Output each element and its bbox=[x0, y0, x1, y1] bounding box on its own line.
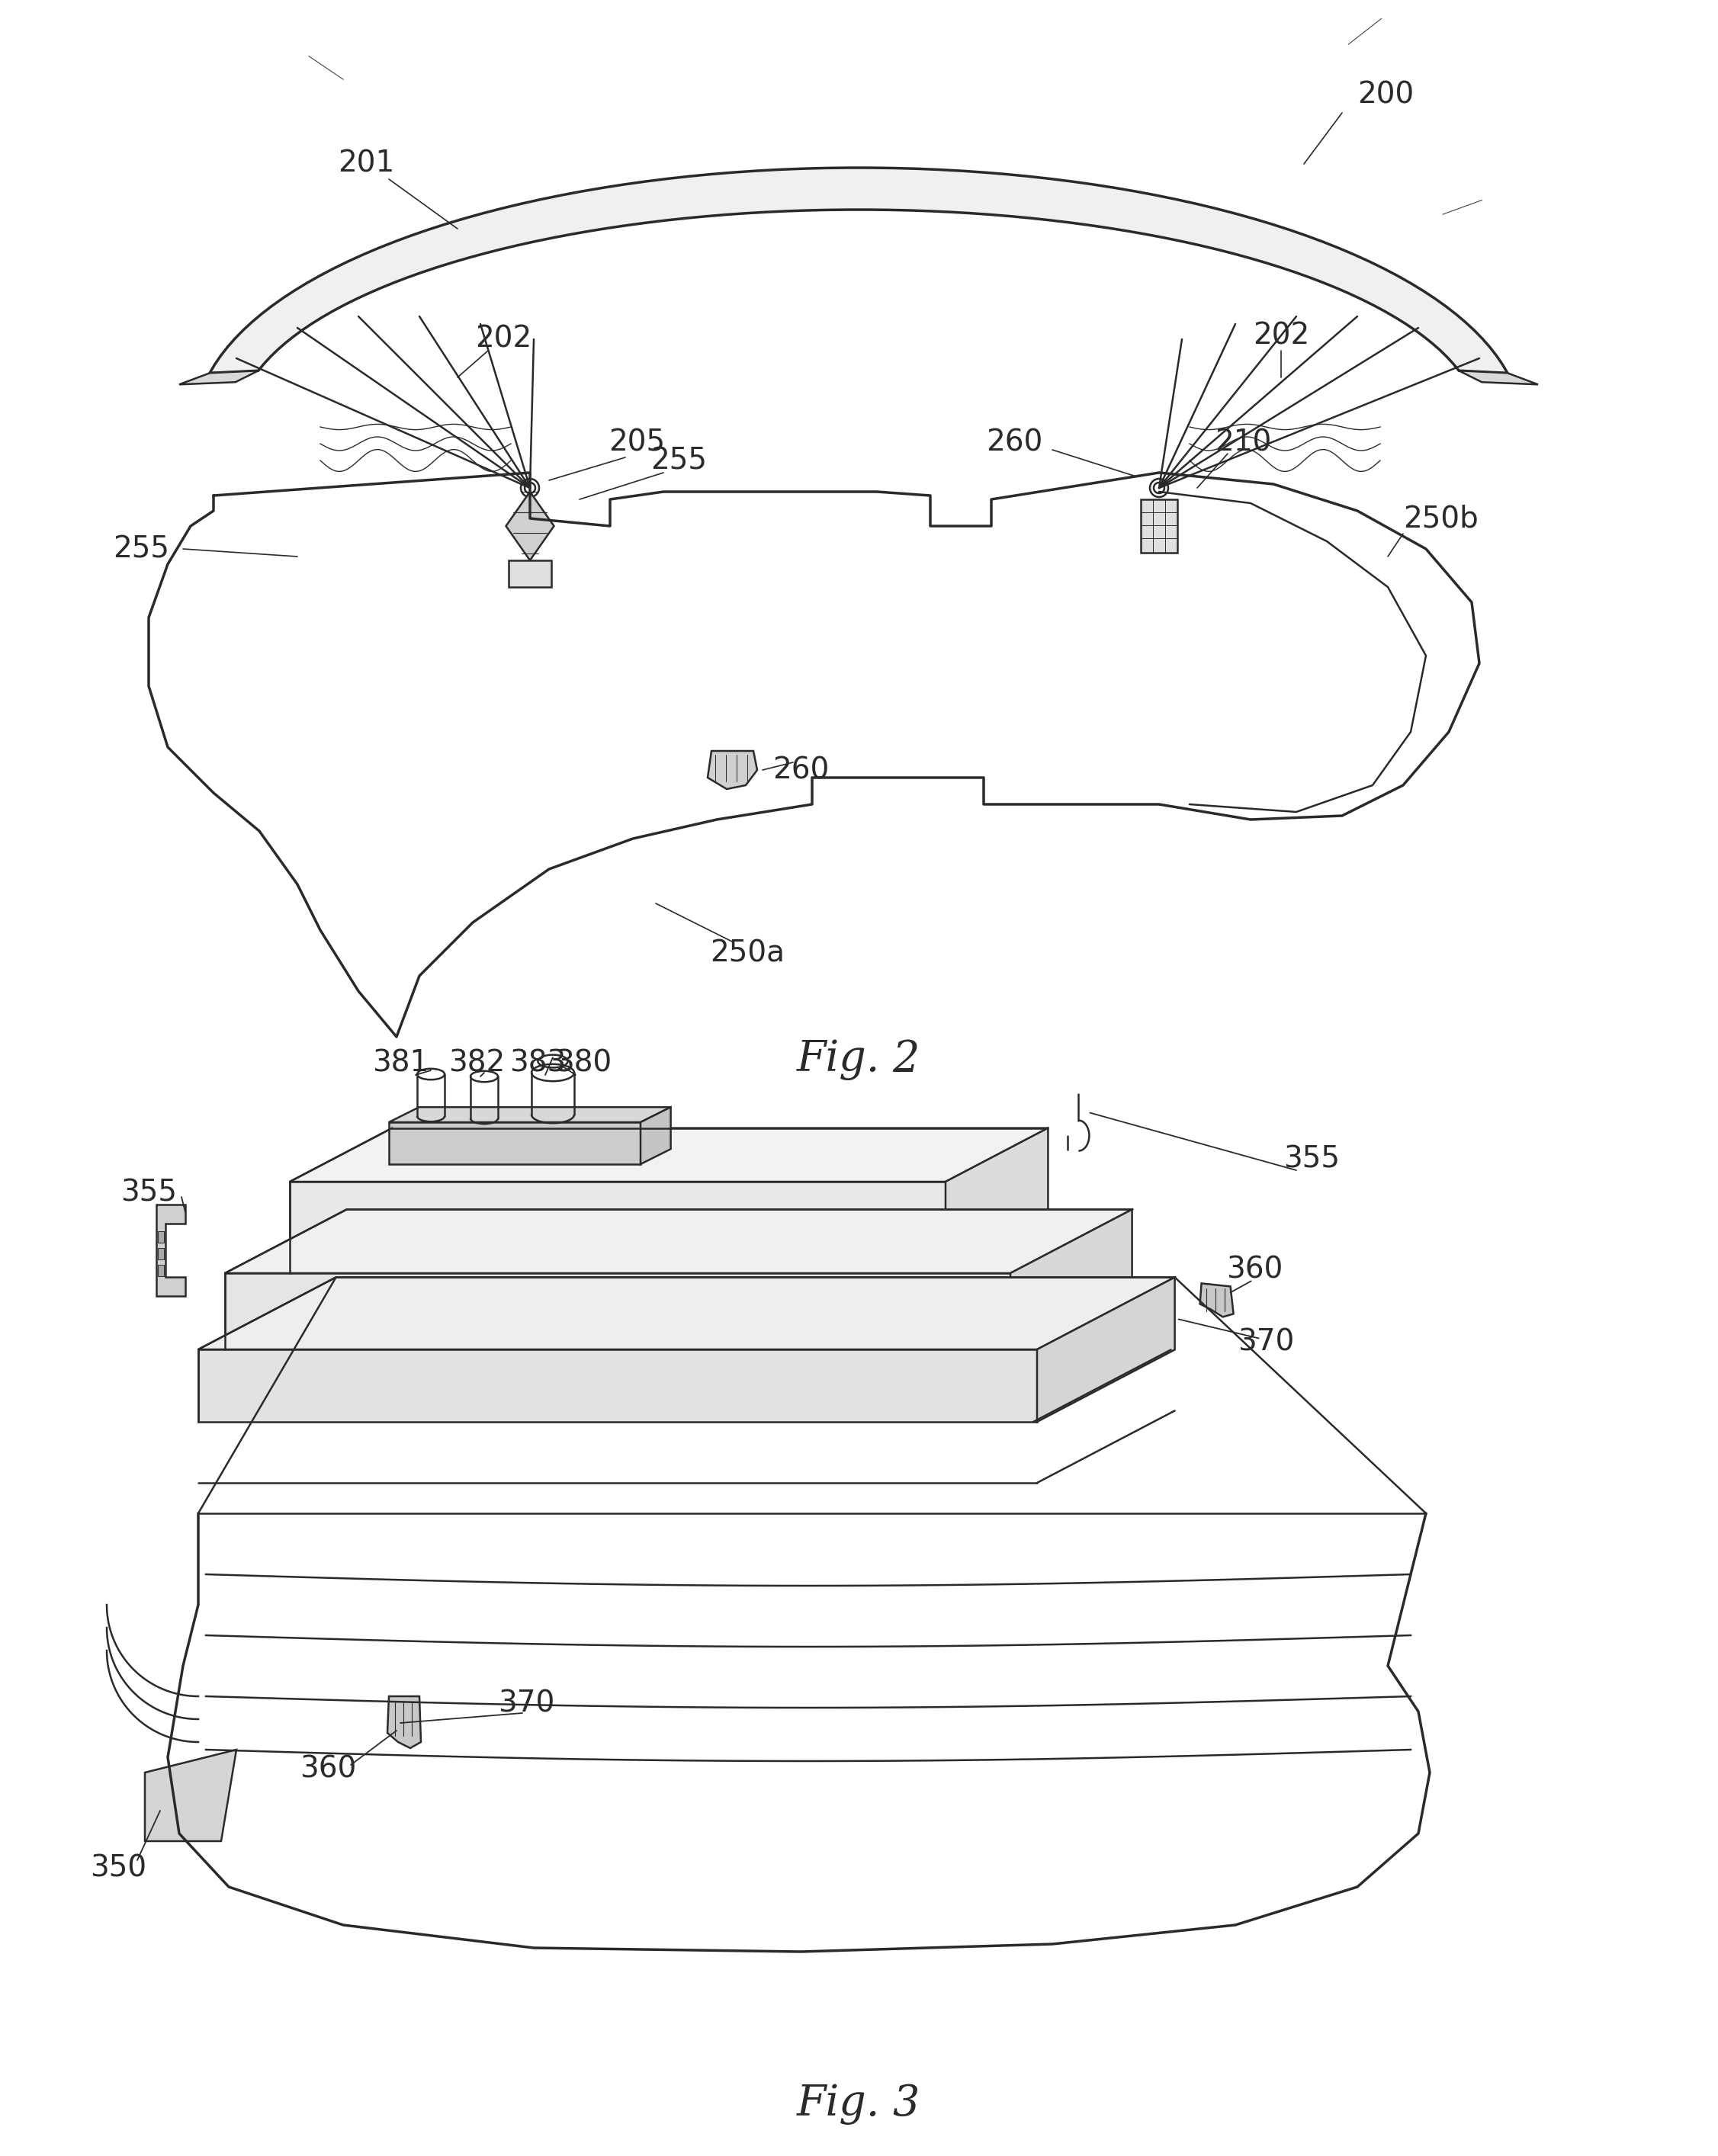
Polygon shape bbox=[388, 1108, 670, 1123]
Text: 355: 355 bbox=[1283, 1145, 1340, 1173]
Text: 360: 360 bbox=[1227, 1255, 1283, 1285]
Polygon shape bbox=[388, 1123, 641, 1164]
Text: 255: 255 bbox=[651, 446, 706, 476]
Text: 250b: 250b bbox=[1404, 505, 1479, 533]
Polygon shape bbox=[1010, 1210, 1132, 1350]
Polygon shape bbox=[225, 1274, 1010, 1350]
Text: 250a: 250a bbox=[710, 938, 785, 968]
Polygon shape bbox=[509, 561, 551, 586]
Polygon shape bbox=[179, 371, 258, 384]
Polygon shape bbox=[641, 1108, 670, 1164]
Text: 255: 255 bbox=[113, 535, 170, 563]
Text: 260: 260 bbox=[986, 427, 1043, 457]
Text: 382: 382 bbox=[448, 1050, 505, 1078]
Text: 202: 202 bbox=[474, 326, 531, 354]
Polygon shape bbox=[387, 1697, 421, 1749]
Text: 370: 370 bbox=[1239, 1328, 1295, 1356]
Text: 201: 201 bbox=[338, 149, 395, 179]
Polygon shape bbox=[210, 168, 1507, 373]
Polygon shape bbox=[156, 1205, 186, 1296]
Polygon shape bbox=[1199, 1283, 1234, 1317]
Polygon shape bbox=[158, 1231, 163, 1242]
Text: 202: 202 bbox=[1252, 321, 1309, 349]
Polygon shape bbox=[144, 1751, 237, 1841]
Text: 210: 210 bbox=[1215, 427, 1271, 457]
Polygon shape bbox=[1038, 1276, 1175, 1421]
Text: 381: 381 bbox=[373, 1050, 430, 1078]
Polygon shape bbox=[505, 492, 553, 561]
Text: 205: 205 bbox=[608, 427, 665, 457]
Polygon shape bbox=[158, 1266, 163, 1276]
Polygon shape bbox=[290, 1128, 1048, 1181]
Polygon shape bbox=[1141, 500, 1177, 552]
Text: 260: 260 bbox=[773, 755, 830, 785]
Text: 355: 355 bbox=[120, 1179, 177, 1207]
Text: 383: 383 bbox=[509, 1050, 565, 1078]
Polygon shape bbox=[225, 1210, 1132, 1274]
Text: 360: 360 bbox=[299, 1755, 356, 1783]
Polygon shape bbox=[945, 1128, 1048, 1274]
Polygon shape bbox=[1459, 371, 1538, 384]
Text: 350: 350 bbox=[89, 1854, 146, 1882]
Text: Fig. 3: Fig. 3 bbox=[797, 2083, 921, 2126]
Polygon shape bbox=[290, 1181, 945, 1274]
Text: 370: 370 bbox=[498, 1690, 555, 1718]
Text: 200: 200 bbox=[1357, 80, 1414, 110]
Text: 380: 380 bbox=[555, 1050, 612, 1078]
Polygon shape bbox=[198, 1276, 1175, 1350]
Polygon shape bbox=[708, 750, 758, 789]
Text: Fig. 2: Fig. 2 bbox=[797, 1039, 921, 1080]
Polygon shape bbox=[158, 1248, 163, 1259]
Polygon shape bbox=[198, 1350, 1038, 1421]
